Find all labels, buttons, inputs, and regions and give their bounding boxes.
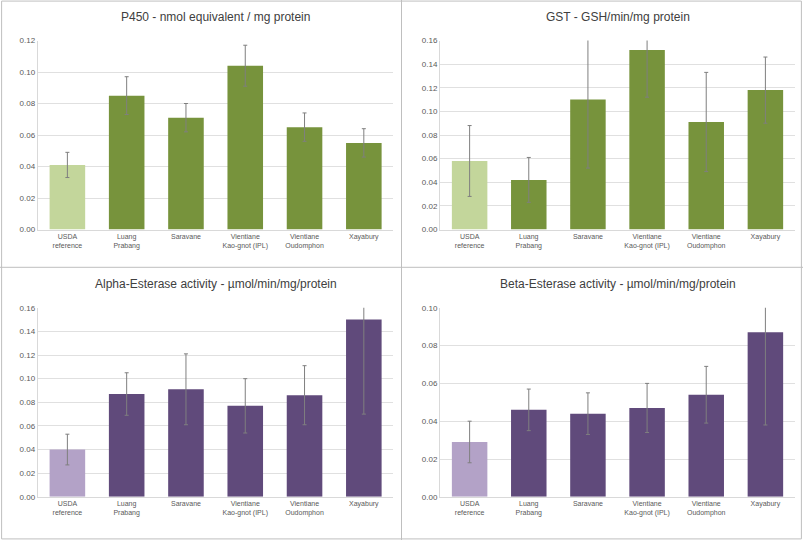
svg-text:USDAreference: USDAreference [455, 233, 485, 249]
svg-text:0.02: 0.02 [422, 202, 438, 211]
svg-text:VientianeKao-gnot (IPL): VientianeKao-gnot (IPL) [222, 233, 268, 250]
svg-text:0.06: 0.06 [422, 154, 438, 163]
svg-text:0.14: 0.14 [20, 327, 36, 336]
svg-text:0.06: 0.06 [20, 422, 36, 431]
svg-text:Saravane: Saravane [573, 233, 603, 240]
svg-text:LuangPrabang: LuangPrabang [516, 233, 543, 250]
svg-text:LuangPrabang: LuangPrabang [113, 233, 140, 250]
svg-text:Saravane: Saravane [171, 500, 201, 507]
svg-text:0.04: 0.04 [422, 178, 438, 187]
svg-text:VientianeKao-gnot (IPL): VientianeKao-gnot (IPL) [222, 500, 268, 517]
svg-text:VientianeKao-gnot (IPL): VientianeKao-gnot (IPL) [624, 500, 670, 517]
svg-text:LuangPrabang: LuangPrabang [516, 500, 543, 517]
svg-text:0.12: 0.12 [20, 351, 36, 360]
svg-text:USDAreference: USDAreference [53, 500, 83, 516]
svg-text:Xayabury: Xayabury [349, 233, 379, 241]
svg-text:0.00: 0.00 [422, 225, 438, 234]
svg-text:0.08: 0.08 [422, 131, 438, 140]
svg-text:0.06: 0.06 [422, 379, 438, 388]
svg-text:USDAreference: USDAreference [53, 233, 83, 249]
svg-text:0.06: 0.06 [20, 131, 36, 140]
svg-text:USDAreference: USDAreference [455, 500, 485, 516]
svg-text:0.04: 0.04 [20, 162, 36, 171]
svg-text:Xayabury: Xayabury [751, 500, 781, 508]
svg-text:P450 - nmol equivalent / mg pr: P450 - nmol equivalent / mg protein [121, 10, 310, 24]
svg-text:LuangPrabang: LuangPrabang [113, 500, 140, 517]
svg-text:VientianeOudomphon: VientianeOudomphon [285, 500, 324, 517]
svg-text:0.04: 0.04 [422, 417, 438, 426]
svg-text:Xayabury: Xayabury [349, 500, 379, 508]
svg-text:0.12: 0.12 [422, 84, 438, 93]
svg-text:0.02: 0.02 [20, 469, 36, 478]
svg-text:Saravane: Saravane [573, 500, 603, 507]
svg-text:Beta-Esterase activity - µmol/: Beta-Esterase activity - µmol/min/mg/pro… [500, 277, 736, 291]
svg-text:0.12: 0.12 [20, 36, 36, 45]
svg-text:VientianeOudomphon: VientianeOudomphon [285, 233, 324, 250]
svg-text:Saravane: Saravane [171, 233, 201, 240]
svg-text:0.00: 0.00 [20, 493, 36, 502]
svg-text:0.00: 0.00 [20, 225, 36, 234]
svg-text:Xayabury: Xayabury [751, 233, 781, 241]
svg-text:0.08: 0.08 [20, 398, 36, 407]
svg-text:0.00: 0.00 [422, 493, 438, 502]
svg-text:0.16: 0.16 [422, 36, 438, 45]
svg-text:0.10: 0.10 [20, 68, 36, 77]
svg-text:0.02: 0.02 [422, 455, 438, 464]
svg-text:Alpha-Esterase activity - µmol: Alpha-Esterase activity - µmol/min/mg/pr… [95, 277, 337, 291]
svg-text:0.02: 0.02 [20, 194, 36, 203]
svg-text:0.04: 0.04 [20, 445, 36, 454]
svg-text:0.14: 0.14 [422, 60, 438, 69]
svg-text:0.10: 0.10 [20, 374, 36, 383]
svg-text:0.16: 0.16 [20, 304, 36, 313]
svg-text:0.08: 0.08 [20, 99, 36, 108]
svg-text:VientianeKao-gnot (IPL): VientianeKao-gnot (IPL) [624, 233, 670, 250]
svg-text:0.08: 0.08 [422, 341, 438, 350]
svg-text:VientianeOudomphon: VientianeOudomphon [687, 500, 726, 517]
svg-text:0.10: 0.10 [422, 304, 438, 313]
svg-text:VientianeOudomphon: VientianeOudomphon [687, 233, 726, 250]
svg-text:0.10: 0.10 [422, 107, 438, 116]
svg-text:GST - GSH/min/mg protein: GST - GSH/min/mg protein [546, 10, 690, 24]
